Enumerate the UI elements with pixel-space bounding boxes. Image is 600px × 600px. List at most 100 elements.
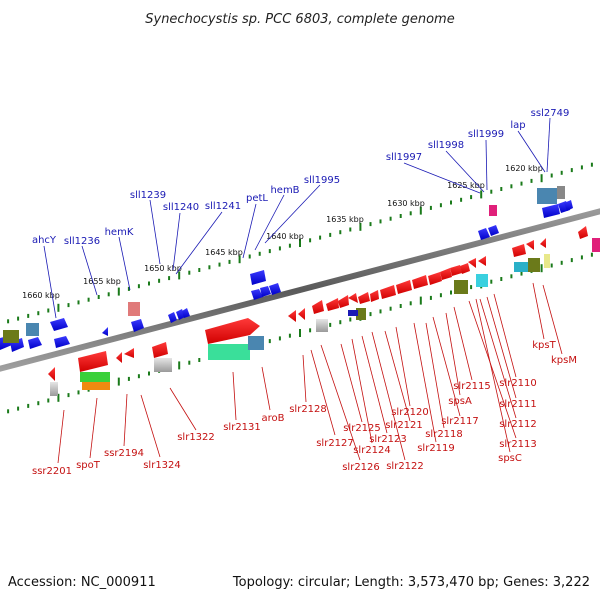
gene-sll1240[interactable] — [131, 319, 144, 332]
gene-label[interactable]: ahcY — [32, 235, 57, 246]
gene-label[interactable]: spoT — [76, 460, 101, 471]
gene-label[interactable]: slr1322 — [177, 432, 215, 443]
gene-label[interactable]: slr2115 — [453, 381, 491, 392]
gene-label[interactable]: slr2110 — [499, 378, 537, 389]
gene-sll1998[interactable] — [478, 228, 490, 240]
gene-label[interactable]: kpsM — [551, 355, 577, 366]
gene-slr2128-b[interactable] — [298, 308, 305, 320]
minor-tick — [439, 203, 442, 208]
gene-label[interactable]: hemK — [105, 227, 134, 238]
gene-label[interactable]: ssr2201 — [32, 466, 72, 477]
gene-label[interactable]: slr2117 — [441, 416, 479, 427]
gene-slr2128[interactable] — [288, 310, 296, 322]
gene-label[interactable]: petL — [246, 193, 268, 204]
gene-slr2121[interactable] — [380, 285, 396, 299]
gene-label[interactable]: slr2112 — [499, 419, 537, 430]
gene-label[interactable]: ssl2749 — [531, 108, 570, 119]
forward-gene-labels: ssl2749 lap sll1999 sll1998 sll1997 sll1… — [32, 108, 569, 247]
gene-ssl2749-b[interactable] — [564, 200, 573, 211]
gene-hemK[interactable] — [102, 327, 108, 336]
gene-petL[interactable] — [251, 289, 263, 300]
gene-slr2127[interactable] — [312, 300, 324, 314]
gene-sll1999[interactable] — [488, 225, 499, 236]
minor-tick — [389, 216, 392, 221]
gene-slr1324[interactable] — [124, 348, 134, 358]
gene-slr2122[interactable] — [370, 290, 379, 302]
gene-green-block — [208, 344, 250, 360]
gene-label[interactable]: slr2128 — [289, 404, 327, 415]
gene-label[interactable]: sll1241 — [205, 201, 241, 212]
gene-label[interactable]: sll1236 — [64, 236, 100, 247]
gene-label[interactable]: ssr2194 — [104, 448, 144, 459]
gene-slr2124[interactable] — [348, 293, 358, 303]
chromosome-backbone — [0, 208, 600, 372]
gene-label[interactable]: slr2118 — [425, 429, 463, 440]
gene-slr2110[interactable] — [512, 244, 526, 257]
minor-tick — [590, 252, 593, 257]
gene-label[interactable]: slr2124 — [353, 445, 391, 456]
gene-label[interactable]: slr2121 — [385, 420, 423, 431]
gene-sll1995[interactable] — [260, 286, 271, 297]
gene-ahcY[interactable] — [50, 318, 68, 331]
gene-olive-block — [454, 280, 468, 294]
gene-label[interactable]: sll1999 — [468, 129, 504, 140]
minor-tick — [560, 260, 563, 265]
gene-label[interactable]: aroB — [262, 413, 285, 424]
gene-slr2113[interactable] — [468, 258, 476, 268]
gene-label[interactable]: slr2113 — [499, 439, 537, 450]
gene-label[interactable]: sll1997 — [386, 152, 422, 163]
gene-slr2111[interactable] — [526, 240, 534, 250]
gene-label[interactable]: slr2126 — [342, 462, 380, 473]
gene-slr2117[interactable] — [440, 268, 452, 280]
gene-slr2125[interactable] — [338, 295, 349, 308]
gene-slr2112[interactable] — [478, 256, 486, 266]
gene-slr2126[interactable] — [326, 298, 339, 311]
gene-label[interactable]: sll1998 — [428, 140, 464, 151]
gene-label[interactable]: slr2111 — [499, 399, 537, 410]
gene-slr2118[interactable] — [428, 272, 442, 285]
gene-sll1241[interactable] — [168, 312, 177, 323]
gene-spsA[interactable] — [450, 265, 462, 276]
gene-label[interactable]: hemB — [270, 185, 299, 196]
gene-label[interactable]: sll1240 — [163, 202, 199, 213]
gene-label[interactable]: slr1324 — [143, 460, 181, 471]
gene-lap[interactable] — [542, 204, 560, 218]
gene-slr2115[interactable] — [460, 263, 470, 274]
minor-tick — [127, 286, 130, 291]
scale-tick-label: 1655 kbp — [83, 277, 121, 286]
gene-slr2119[interactable] — [412, 275, 428, 289]
gene-ssr2194[interactable] — [116, 352, 122, 363]
gene-slr1322[interactable] — [152, 342, 168, 358]
minor-tick — [490, 279, 493, 284]
minor-tick — [470, 285, 473, 290]
minor-tick — [349, 227, 352, 232]
gene-label[interactable]: slr2119 — [417, 443, 455, 454]
gene-label[interactable]: spsC — [498, 453, 522, 464]
gene-label[interactable]: slr2122 — [386, 461, 424, 472]
gene-gray-block — [557, 186, 565, 199]
gene-ahcY-b[interactable] — [54, 336, 70, 348]
gene-kpsM[interactable] — [578, 226, 588, 239]
gene-spoT[interactable] — [78, 351, 108, 372]
minor-tick — [550, 263, 553, 268]
gene-label[interactable]: slr2127 — [316, 438, 354, 449]
gene-label[interactable]: slr2123 — [369, 434, 407, 445]
gene-sll1995-b[interactable] — [269, 283, 281, 295]
minor-tick — [379, 309, 382, 314]
gene-label[interactable]: sll1239 — [130, 190, 166, 201]
gene-kpsT[interactable] — [540, 238, 546, 248]
gene-label[interactable]: slr2120 — [391, 407, 429, 418]
gene-hemB[interactable] — [250, 270, 266, 285]
gene-label[interactable]: sll1995 — [304, 175, 340, 186]
gene-label[interactable]: kpsT — [532, 340, 556, 351]
gene-sll1241-c[interactable] — [182, 308, 190, 318]
gene-label[interactable]: lap — [510, 120, 525, 131]
gene-label[interactable]: spsA — [448, 396, 472, 407]
gene-slr2120[interactable] — [396, 280, 412, 294]
gene-sll1236-c[interactable] — [28, 337, 42, 349]
gene-slr2131[interactable] — [205, 318, 260, 344]
gene-slr2123[interactable] — [358, 292, 370, 304]
gene-label[interactable]: slr2125 — [343, 423, 381, 434]
gene-label[interactable]: slr2131 — [223, 422, 261, 433]
gene-ssr2201[interactable] — [48, 367, 55, 381]
